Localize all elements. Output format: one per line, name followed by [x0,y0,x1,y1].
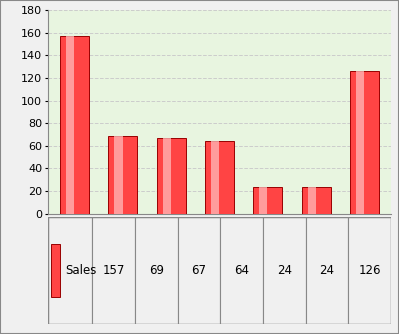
Bar [263,217,306,324]
Bar [306,217,348,324]
Bar [108,136,137,214]
Bar [135,217,178,324]
Bar [163,138,171,214]
Bar [302,187,331,214]
Bar [51,244,60,297]
Text: 67: 67 [192,264,207,277]
Text: 126: 126 [358,264,381,277]
Bar [253,187,282,214]
Bar [211,141,219,214]
Text: Sales: Sales [65,264,97,277]
Bar [66,36,74,214]
Text: 24: 24 [320,264,334,277]
Bar [60,36,89,214]
Bar [93,217,135,324]
Bar [115,136,122,214]
Text: 24: 24 [277,264,292,277]
Bar [220,217,263,324]
Text: 69: 69 [149,264,164,277]
Text: 64: 64 [234,264,249,277]
Bar [178,217,220,324]
Bar [157,138,186,214]
Bar [350,71,379,214]
Bar [259,187,267,214]
Bar [48,217,93,324]
Bar [205,141,234,214]
Bar [348,217,391,324]
Text: 157: 157 [103,264,125,277]
Bar [308,187,316,214]
Bar [356,71,364,214]
